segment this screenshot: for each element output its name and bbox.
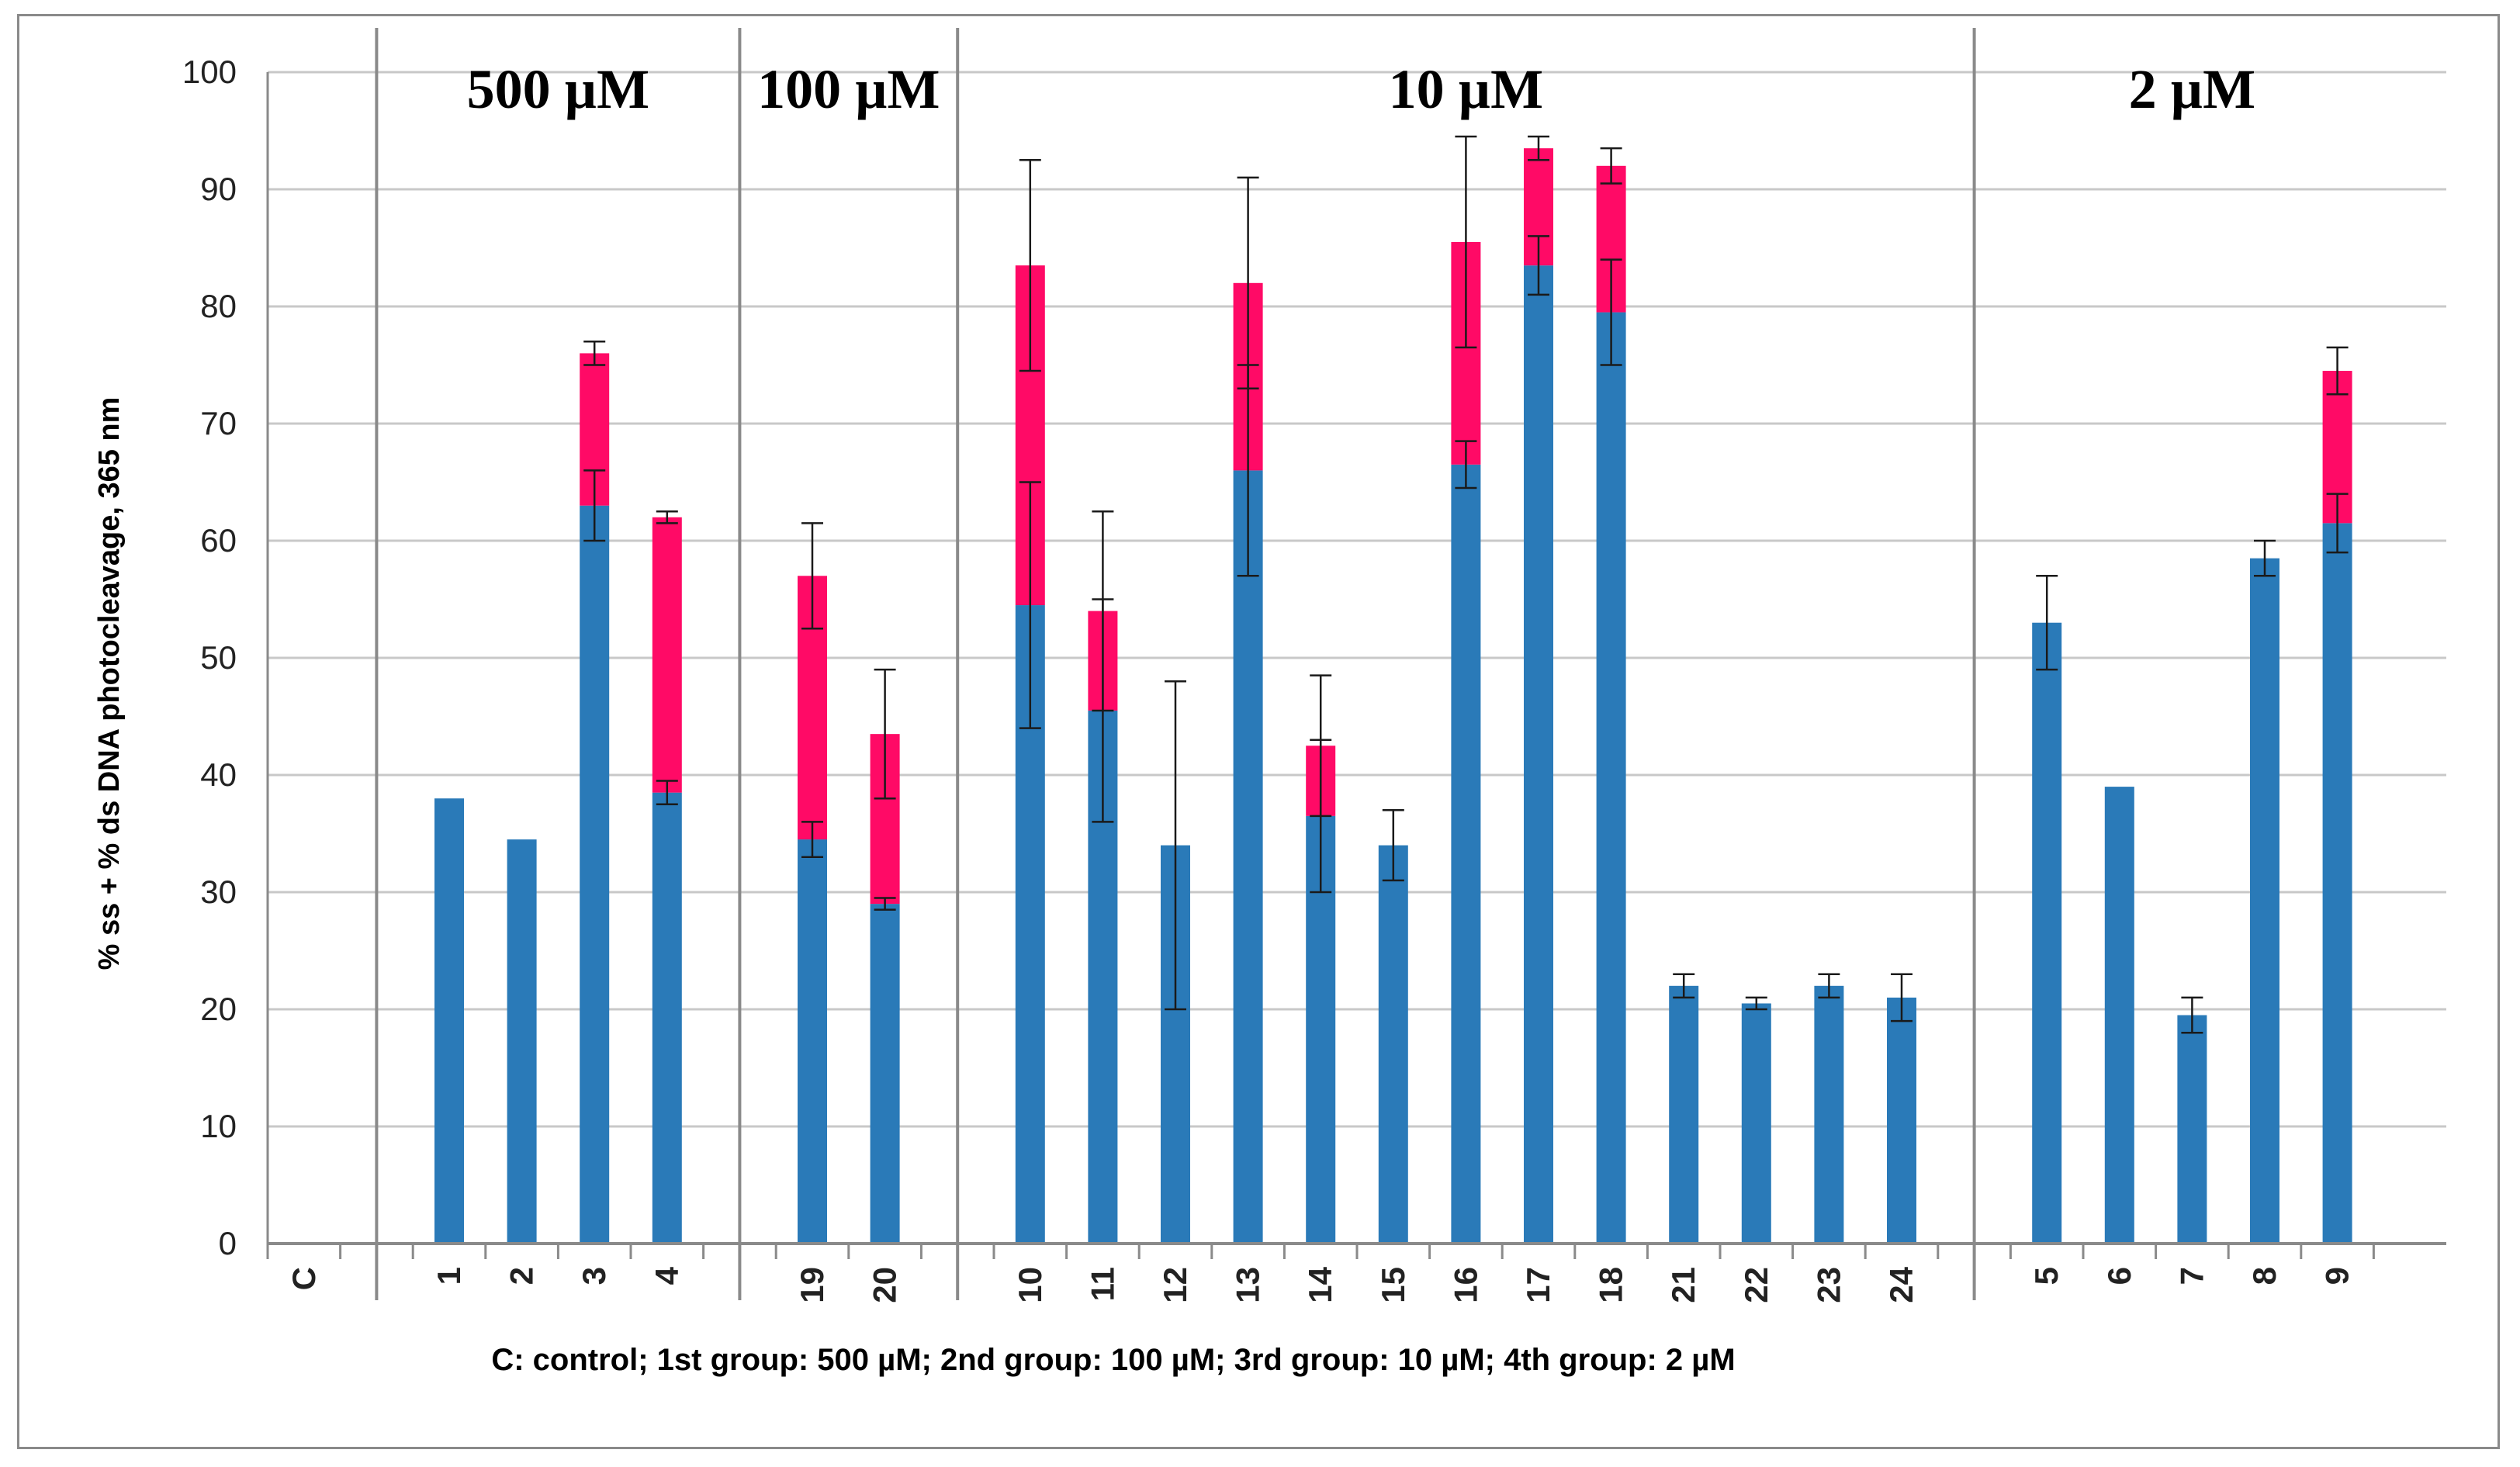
x-tick-label: 13 bbox=[1230, 1267, 1266, 1303]
x-tick-label: 5 bbox=[2028, 1267, 2065, 1285]
x-tick-label: 10 bbox=[1012, 1267, 1048, 1303]
bar-ss-2 bbox=[507, 839, 537, 1244]
x-tick-label: 4 bbox=[649, 1266, 685, 1285]
group-label: 2 µM bbox=[2129, 58, 2255, 120]
bar-ss-8 bbox=[2250, 558, 2279, 1244]
x-tick-label: 18 bbox=[1593, 1267, 1629, 1303]
x-tick-label: 14 bbox=[1302, 1266, 1338, 1303]
y-tick-label: 30 bbox=[200, 874, 237, 910]
x-tick-label: 16 bbox=[1447, 1267, 1483, 1303]
x-tick-label: 11 bbox=[1084, 1267, 1120, 1301]
y-tick-label: 70 bbox=[200, 405, 237, 441]
x-tick-label: C bbox=[286, 1267, 322, 1290]
y-tick-label: 10 bbox=[200, 1108, 237, 1144]
bars bbox=[434, 148, 2352, 1244]
y-axis-title: % ss + % ds DNA photocleavage, 365 nm bbox=[93, 397, 126, 971]
error-bars bbox=[583, 135, 2349, 1034]
x-tick-label: 19 bbox=[794, 1267, 830, 1303]
group-label: 500 µM bbox=[467, 58, 649, 120]
group-labels: 500 µM 100 µM 10 µM 2 µM bbox=[467, 58, 2255, 120]
gridlines bbox=[268, 71, 2446, 1245]
group-label: 100 µM bbox=[757, 58, 940, 120]
bar-ss-18 bbox=[1596, 312, 1626, 1244]
bar-ss-24 bbox=[1887, 997, 1916, 1244]
y-tick-label: 50 bbox=[200, 639, 237, 676]
x-tick-label: 6 bbox=[2101, 1267, 2138, 1285]
bar-ss-23 bbox=[1814, 985, 1844, 1244]
bar-ss-17 bbox=[1524, 265, 1553, 1244]
x-tick-label: 12 bbox=[1157, 1267, 1193, 1303]
x-tick-label: 8 bbox=[2246, 1267, 2283, 1285]
x-tick-label: 17 bbox=[1520, 1267, 1556, 1303]
bar-ss-15 bbox=[1378, 845, 1408, 1244]
chart-frame: 0 10 20 30 40 50 60 70 80 90 100 C 1 2 3 4 19 20 10 11 12 13… bbox=[17, 14, 2500, 1449]
x-tick-label: 3 bbox=[576, 1267, 612, 1285]
bar-ss-1 bbox=[434, 798, 464, 1244]
bar-ss-16 bbox=[1451, 464, 1481, 1244]
x-tick-label: 7 bbox=[2173, 1267, 2210, 1285]
x-tick-label: 23 bbox=[1810, 1267, 1847, 1303]
bar-ss-19 bbox=[798, 839, 827, 1244]
bar-ss-5 bbox=[2032, 622, 2062, 1244]
y-tick-label: 0 bbox=[219, 1225, 237, 1261]
bar-ss-3 bbox=[580, 505, 610, 1244]
y-tick-label: 20 bbox=[200, 991, 237, 1027]
x-tick-labels: C 1 2 3 4 19 20 10 11 12 13 14 15 16 17 18 21 22 23 24 5 6 7 8 9 bbox=[286, 1266, 2356, 1303]
bar-ss-7 bbox=[2177, 1015, 2207, 1244]
y-tick-label: 90 bbox=[200, 171, 237, 207]
group-label: 10 µM bbox=[1389, 58, 1543, 120]
bar-ds-4 bbox=[652, 517, 682, 793]
x-tick-label: 2 bbox=[504, 1267, 540, 1285]
bar-ss-22 bbox=[1741, 1003, 1771, 1244]
bar-ss-21 bbox=[1669, 985, 1699, 1244]
bar-ss-20 bbox=[870, 904, 900, 1244]
group-separators bbox=[375, 28, 1976, 1300]
x-tick-label: 22 bbox=[1738, 1267, 1774, 1303]
y-tick-labels: 0 10 20 30 40 50 60 70 80 90 100 bbox=[182, 54, 237, 1261]
x-tick-label: 9 bbox=[2319, 1267, 2356, 1285]
x-tick-label: 15 bbox=[1375, 1267, 1411, 1303]
y-tick-label: 100 bbox=[182, 54, 237, 90]
y-tick-label: 40 bbox=[200, 756, 237, 793]
y-tick-label: 60 bbox=[200, 522, 237, 559]
x-tick-label: 1 bbox=[431, 1267, 467, 1285]
y-tick-label: 80 bbox=[200, 288, 237, 324]
bar-ss-9 bbox=[2322, 523, 2352, 1244]
bar-ss-4 bbox=[652, 792, 682, 1244]
x-tick-label: 24 bbox=[1883, 1266, 1919, 1303]
x-axis-caption: C: control; 1st group: 500 µM; 2nd group… bbox=[491, 1343, 1735, 1377]
bar-ss-13 bbox=[1233, 470, 1263, 1244]
x-tick-label: 21 bbox=[1665, 1267, 1701, 1303]
bar-ss-6 bbox=[2104, 787, 2134, 1244]
x-tick-label: 20 bbox=[867, 1267, 903, 1303]
axes bbox=[266, 72, 2446, 1259]
